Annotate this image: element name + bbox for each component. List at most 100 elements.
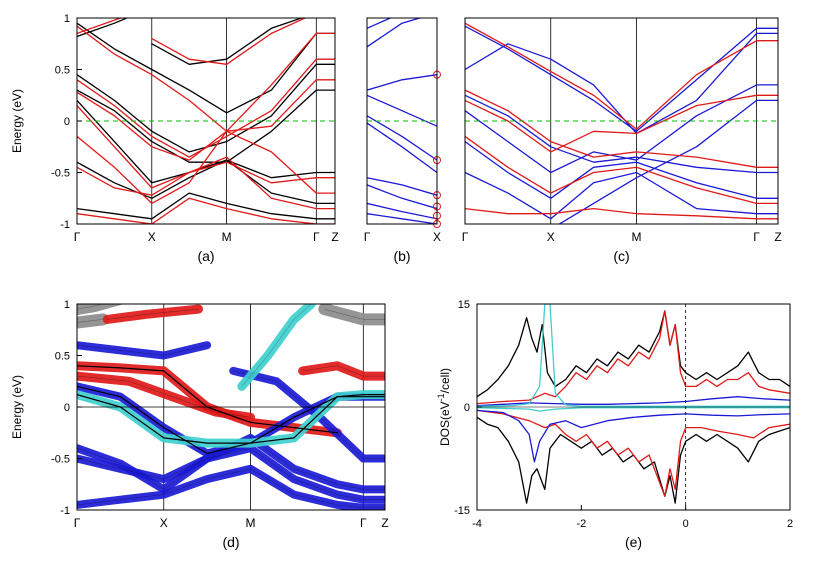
e-red-band (477, 310, 790, 405)
y-tick-label: 0 (64, 402, 70, 414)
c-blue-band (465, 84, 778, 174)
kpoint-label: Γ (360, 516, 367, 530)
c-blue-band (465, 171, 778, 220)
b-blue-band (367, 184, 437, 210)
kpoint-label: Γ (364, 230, 371, 244)
e-black-band (477, 310, 790, 398)
plot-area-e (477, 304, 790, 504)
y-tick-label: -1 (60, 505, 70, 517)
kpoint-label: Γ (74, 516, 81, 530)
kpoint-label: Γ (753, 230, 760, 244)
panel-label: (d) (222, 534, 239, 550)
a-black-band (77, 18, 129, 38)
panel-b: Γ X (b) (364, 17, 441, 264)
a-black-band (77, 89, 335, 163)
c-red-band (465, 22, 778, 130)
y-axis-label: DOS(eV-1/cell) (436, 368, 452, 446)
b-blue-band (367, 18, 393, 29)
d-red-band-edge (302, 365, 385, 377)
a-black-band (77, 192, 335, 220)
c-blue-band (558, 99, 778, 224)
c-red-band (465, 94, 778, 153)
plot-area-a (77, 18, 335, 224)
panel-label: (b) (393, 248, 410, 264)
c-blue-band (465, 32, 778, 135)
kpoint-label: Γ (462, 230, 469, 244)
y-axis-label: Energy (eV) (10, 375, 24, 439)
d-red-band (102, 304, 203, 324)
a-black-band (77, 22, 335, 114)
y-axis-label: Energy (eV) (10, 89, 24, 153)
c-blue-band (465, 25, 778, 132)
y-tick-label: 15 (458, 299, 470, 311)
x-tick-label: 0 (683, 518, 689, 530)
y-axis-label-suffix: /cell) (438, 368, 452, 393)
y-tick-label: 0 (464, 402, 470, 414)
kpoint-label: Z (381, 516, 388, 530)
y-axis-label-main: DOS(eV (438, 401, 452, 446)
kpoint-label: Γ (313, 230, 320, 244)
panel-c: Γ X M Γ Z(c) (462, 17, 782, 264)
kpoint-label: Z (331, 230, 338, 244)
d-blue-band-edge (77, 468, 385, 509)
kpoint-label: X (160, 516, 168, 530)
b-blue-band (367, 122, 437, 174)
c-red-band (465, 207, 778, 220)
panel-frame (366, 17, 438, 225)
panel-label: (c) (613, 248, 629, 264)
x-tick-label: -4 (472, 518, 482, 530)
y-tick-label: -0.5 (51, 168, 70, 180)
x-tick-label: 2 (787, 518, 793, 530)
c-red-band (465, 135, 778, 205)
a-red-band (77, 18, 123, 35)
e-cyan-band (477, 407, 790, 412)
y-tick-label: 0.5 (55, 65, 70, 77)
b-blue-band (367, 202, 437, 220)
d-gray-band-edge (77, 319, 104, 323)
kpoint-label: Γ (74, 230, 81, 244)
y-tick-label: 1 (64, 299, 70, 311)
a-red-band (77, 58, 335, 158)
e-blue-band (477, 409, 790, 463)
a-red-band (77, 25, 335, 132)
e-cyan-band (477, 304, 790, 407)
b-blue-band (367, 115, 437, 161)
kpoint-label: X (148, 230, 156, 244)
e-red-band (477, 409, 790, 497)
d-cyan-band-edge (241, 304, 312, 387)
panel-d: 10.50-0.5-1Γ X M Γ Z(d)Energy (eV) (10, 299, 389, 550)
c-red-band (465, 89, 778, 168)
panel-e: 15 0 -15-4 -2 0 2 (e) DOS(eV-1/cell) (436, 299, 793, 550)
panel-label: (a) (197, 248, 214, 264)
d-red-band (298, 361, 385, 381)
kpoint-label: M (246, 516, 256, 530)
y-tick-label: 0 (64, 116, 70, 128)
a-red-band (77, 104, 335, 189)
plot-area-d (77, 304, 385, 510)
kpoint-label: X (547, 230, 555, 244)
x-tick-label: -2 (576, 518, 586, 530)
y-tick-label: -15 (454, 505, 470, 517)
a-black-band (77, 99, 335, 184)
d-blue-band (77, 341, 212, 360)
y-tick-label: 1 (64, 13, 70, 25)
a-red-band (77, 130, 335, 205)
y-axis-label-main: Energy (eV) (10, 375, 24, 439)
c-blue-band (465, 94, 778, 174)
y-axis-label-main: Energy (eV) (10, 89, 24, 153)
d-red-band-edge (107, 308, 199, 320)
a-red-band (151, 18, 307, 65)
kpoint-label: X (433, 230, 441, 244)
y-tick-label: -1 (60, 219, 70, 231)
b-blue-band (367, 74, 437, 91)
c-blue-band (465, 140, 778, 199)
plot-area-b (367, 18, 437, 224)
a-black-band (77, 159, 335, 205)
b-blue-band (367, 18, 422, 48)
y-tick-label: -0.5 (51, 454, 70, 466)
y-tick-label: 0.5 (55, 351, 70, 363)
panel-frame (464, 17, 779, 225)
kpoint-label: Z (774, 230, 781, 244)
a-red-band (77, 156, 335, 210)
